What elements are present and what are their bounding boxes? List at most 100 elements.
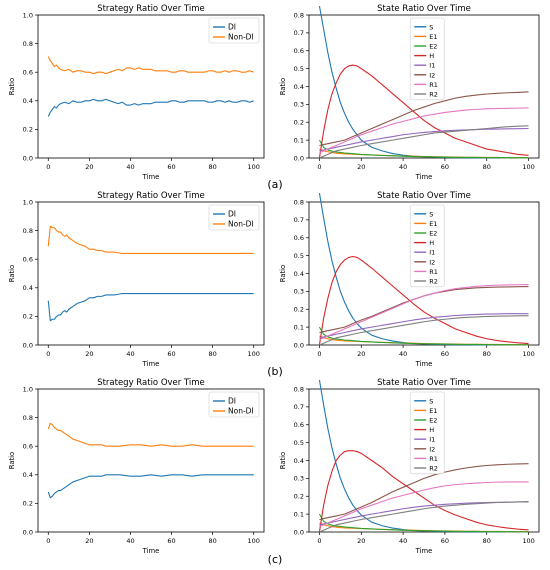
- y-tick-label: 0.0: [294, 154, 304, 162]
- y-tick-label: 0.6: [294, 421, 304, 429]
- x-tick-label: 80: [208, 537, 216, 545]
- series-line-i2: [319, 463, 529, 521]
- x-tick-label: 100: [248, 350, 260, 358]
- legend-label: Non-DI: [228, 407, 254, 416]
- legend-label: H: [429, 239, 434, 247]
- panel-label-b: (b): [267, 365, 283, 378]
- y-axis-label: Ratio: [279, 452, 287, 469]
- y-tick-label: 0.0: [23, 528, 33, 536]
- y-tick-label: 0.4: [294, 270, 304, 278]
- legend-label: E2: [429, 230, 437, 238]
- x-tick-label: 60: [167, 350, 175, 358]
- plot-frame: [37, 388, 265, 533]
- x-tick-label: 0: [317, 350, 321, 358]
- y-axis-label: Ratio: [8, 452, 16, 469]
- y-tick-label: 0.2: [23, 126, 33, 134]
- legend-label: E1: [429, 407, 437, 415]
- legend-label: S: [429, 23, 433, 31]
- y-tick-label: 0.0: [23, 154, 33, 162]
- y-tick-label: 0.7: [294, 403, 304, 411]
- panel-label-a: (a): [267, 178, 282, 191]
- panel-label-c: (c): [268, 553, 283, 566]
- legend-label: Non-DI: [228, 220, 254, 229]
- x-axis-label: Time: [142, 173, 160, 181]
- chart-b-state: State Ratio Over Time 0 20 40 60 80 100 0.0 0.1 0…: [279, 191, 540, 368]
- legend-label: S: [429, 210, 433, 218]
- y-tick-label: 0.8: [23, 227, 33, 235]
- x-tick-label: 20: [85, 163, 93, 171]
- series-line-i2: [319, 286, 529, 334]
- y-axis-label: Ratio: [8, 78, 16, 95]
- legend-label: I1: [429, 436, 435, 444]
- y-tick-label: 0.2: [294, 119, 304, 127]
- x-tick-label: 0: [46, 537, 50, 545]
- y-tick-label: 0.4: [23, 284, 33, 292]
- x-tick-label: 20: [85, 350, 93, 358]
- x-tick-label: 100: [522, 350, 534, 358]
- x-axis-label: Time: [415, 360, 433, 368]
- chart-a-state: State Ratio Over Time 0 20 40 60 80 100 0.0 0.1 0…: [279, 4, 540, 181]
- y-tick-label: 1.0: [23, 11, 33, 19]
- series-line-non-di: [47, 225, 254, 255]
- x-tick-label: 20: [357, 537, 365, 545]
- plot-frame: [37, 14, 265, 159]
- series-line-i1: [319, 313, 529, 339]
- legend-label: Non-DI: [228, 33, 254, 42]
- plot-frame: [37, 201, 265, 346]
- series-line-non-di: [47, 422, 254, 447]
- y-tick-label: 1.0: [23, 385, 33, 393]
- y-tick-label: 0.2: [23, 500, 33, 508]
- y-tick-label: 0.2: [294, 306, 304, 314]
- x-tick-label: 20: [357, 350, 365, 358]
- y-tick-label: 0.6: [294, 234, 304, 242]
- legend-label: I1: [429, 62, 435, 70]
- x-tick-label: 40: [399, 350, 407, 358]
- y-tick-label: 1.0: [23, 198, 33, 206]
- y-tick-label: 0.6: [294, 47, 304, 55]
- legend-label: H: [429, 426, 434, 434]
- x-tick-label: 0: [317, 163, 321, 171]
- x-tick-label: 0: [317, 537, 321, 545]
- y-tick-label: 0.5: [294, 65, 304, 73]
- x-tick-label: 80: [483, 163, 491, 171]
- series-line-h: [318, 64, 529, 159]
- legend-label: DI: [228, 23, 236, 32]
- series-line-e2: [318, 326, 529, 346]
- y-tick-label: 0.2: [23, 313, 33, 321]
- y-tick-label: 0.4: [294, 83, 304, 91]
- y-tick-label: 0.3: [294, 475, 304, 483]
- y-axis-label: Ratio: [279, 78, 287, 95]
- x-tick-label: 60: [441, 537, 449, 545]
- legend-label: DI: [228, 397, 236, 406]
- x-tick-label: 20: [357, 163, 365, 171]
- legend-label: S: [429, 397, 433, 405]
- x-axis-label: Time: [142, 547, 160, 555]
- chart-title: Strategy Ratio Over Time: [97, 378, 205, 388]
- legend-label: R2: [429, 465, 438, 473]
- series-line-e2: [318, 139, 529, 159]
- y-tick-label: 0.0: [23, 341, 33, 349]
- series-line-r1: [319, 481, 529, 528]
- y-tick-label: 0.5: [294, 252, 304, 260]
- x-tick-label: 60: [441, 350, 449, 358]
- legend-label: E2: [429, 417, 437, 425]
- y-tick-label: 0.6: [23, 443, 33, 451]
- x-axis-label: Time: [415, 547, 433, 555]
- x-axis-label: Time: [415, 173, 433, 181]
- chart-title: State Ratio Over Time: [377, 191, 471, 201]
- legend-label: R1: [429, 455, 438, 463]
- series-line-e2: [318, 513, 529, 533]
- legend-box: [409, 204, 445, 288]
- x-tick-label: 40: [399, 163, 407, 171]
- x-tick-label: 100: [522, 163, 534, 171]
- series-line-r2: [319, 315, 529, 346]
- x-tick-label: 40: [126, 537, 134, 545]
- y-tick-label: 0.8: [23, 40, 33, 48]
- legend-label: R2: [429, 91, 438, 99]
- y-axis-label: Ratio: [279, 265, 287, 282]
- y-tick-label: 0.4: [294, 457, 304, 465]
